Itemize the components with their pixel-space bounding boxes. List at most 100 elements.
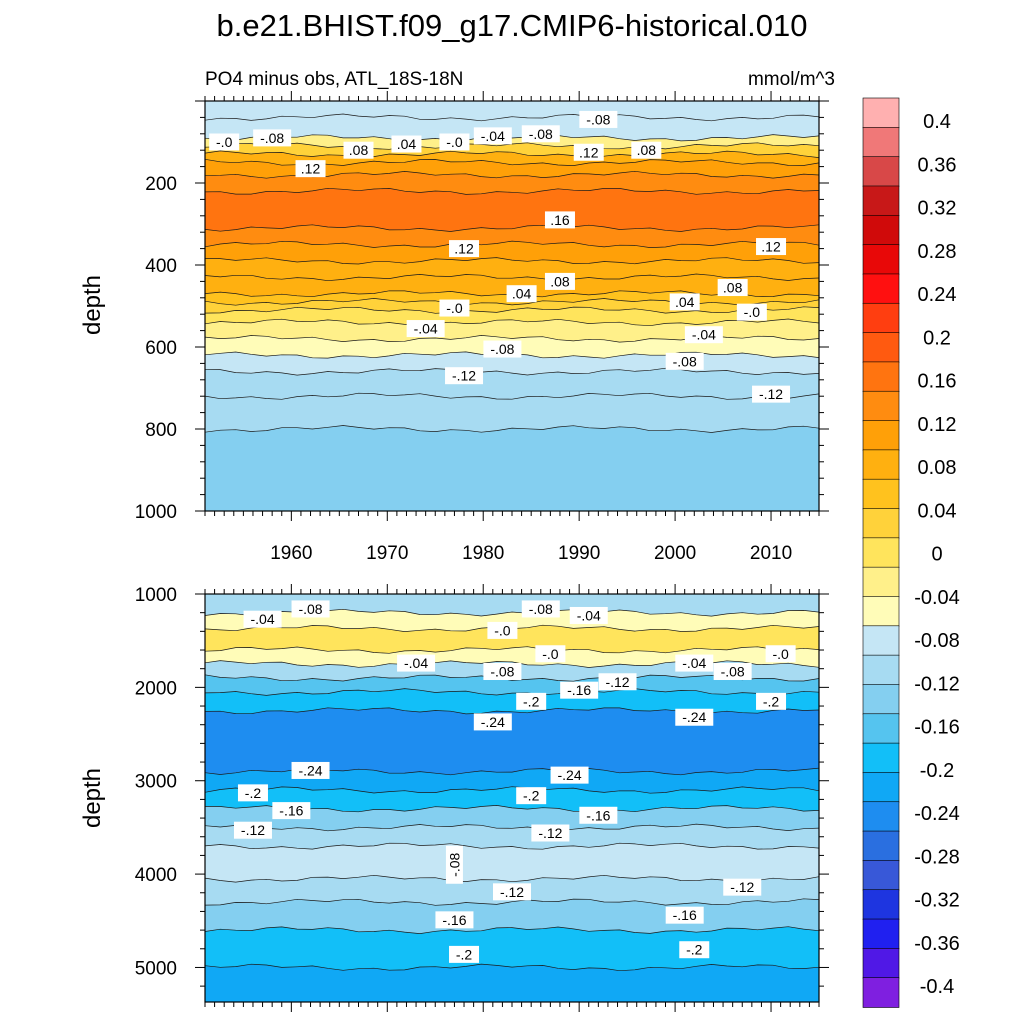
contour-label-text: .12: [454, 241, 474, 257]
contour-line: [205, 306, 819, 314]
field-band: [205, 609, 819, 632]
contour-label-text: -.04: [577, 607, 601, 623]
x-tick-label: 1960: [270, 543, 312, 564]
x-tick-label: 1990: [558, 543, 600, 564]
contour-label: -.08: [253, 129, 292, 147]
field-band: [205, 768, 819, 794]
colorbar-swatch: [862, 185, 900, 217]
contour-label: -.16: [665, 906, 704, 924]
colorbar-swatch: [862, 156, 900, 187]
contour-label-text: -.12: [500, 884, 524, 900]
contour-label-text: -.2: [456, 946, 473, 962]
colorbar-swatch: [862, 742, 900, 774]
contour-label: -.12: [723, 878, 762, 896]
y-tick-label: 1000: [135, 502, 177, 523]
contour-label: .12: [573, 143, 604, 161]
colorbar-tick-label: 0.36: [918, 154, 957, 176]
contour-label: -.2: [679, 941, 710, 959]
contour-label-text: -.2: [245, 785, 262, 801]
contour-line: [205, 660, 819, 668]
contour-label-text: -.04: [682, 655, 706, 671]
contour-label: .12: [756, 238, 787, 256]
colorbar-swatch: [862, 420, 900, 451]
contour-label: -.16: [272, 802, 311, 820]
colorbar-swatch: [862, 302, 900, 334]
contour-label-text: -.08: [529, 601, 553, 617]
contour-label-text: -.2: [523, 788, 540, 804]
field-band: [205, 625, 819, 654]
contour-label-text: -.16: [567, 682, 591, 698]
contour-label-text: .04: [512, 286, 532, 302]
contour-label-text: .08: [637, 142, 657, 158]
field-band: [205, 425, 819, 511]
field-band: [205, 188, 819, 232]
contour-label: -.08: [665, 352, 704, 370]
colorbar-tick-label: 0.24: [918, 284, 957, 306]
field-band: [205, 368, 819, 400]
contour-line: [205, 963, 819, 972]
contour-line: [205, 425, 819, 433]
contour-line: [205, 898, 819, 906]
field-band: [205, 298, 819, 314]
colorbar-tick-label: 0.28: [918, 241, 957, 263]
colorbar-swatch: [862, 244, 900, 275]
contour-line: [205, 786, 819, 794]
colorbar-swatch: [862, 948, 900, 979]
contour-label-text: -.12: [605, 674, 629, 690]
contour-label: .12: [449, 240, 480, 258]
contour-line: [205, 224, 819, 232]
contour-label: -.04: [473, 127, 512, 145]
colorbar-tick-label: -0.08: [914, 630, 960, 652]
field-band: [205, 150, 819, 166]
colorbar-tick-label: -0.36: [914, 933, 960, 955]
contour-label: -.04: [406, 320, 445, 338]
colorbar-tick-label: 0.08: [918, 457, 957, 479]
colorbar-tick-label: -0.16: [914, 717, 960, 739]
contour-line: [205, 187, 819, 195]
field-band: [205, 688, 819, 714]
contour-label: -.08: [483, 662, 522, 680]
contour-label: -.16: [560, 681, 599, 699]
contour-label: -.0: [439, 299, 470, 317]
contour-label: .04: [391, 135, 422, 153]
colorbar-tick-label: 0.32: [918, 198, 957, 220]
contour-line: [205, 273, 819, 282]
contour-label: -.12: [493, 883, 531, 901]
colorbar-tick-label: -0.2: [920, 760, 954, 782]
y-tick-label: 5000: [135, 958, 177, 979]
contour-label: .08: [717, 279, 748, 297]
contour-label: -.0: [765, 645, 796, 663]
field-band: [205, 707, 819, 775]
contour-line: [205, 134, 819, 142]
contour-label: -.12: [531, 824, 570, 842]
x-tick-label: 1980: [462, 543, 504, 564]
field-band: [205, 306, 819, 326]
contour-line: [205, 142, 819, 150]
contour-label: -.0: [736, 303, 767, 321]
contour-label: -.2: [449, 945, 480, 963]
contour-label-text: -.24: [298, 762, 322, 778]
contour-label-text: -.12: [241, 822, 265, 838]
contour-label: -.0: [439, 133, 470, 151]
contour-line: [205, 367, 819, 376]
colorbar-swatch: [862, 390, 900, 422]
contour-label-text: .16: [550, 212, 570, 228]
colorbar-tick-label: -0.4: [920, 976, 954, 998]
contour-label-text: -.08: [260, 130, 284, 146]
contour-label: -.08: [291, 600, 330, 618]
y-tick-label: 1000: [135, 585, 177, 606]
contour-label-text: -.0: [216, 134, 233, 150]
contour-label-text: -.24: [682, 709, 706, 725]
contour-label-text: -.12: [538, 825, 562, 841]
field-band: [205, 319, 819, 343]
field-band: [205, 786, 819, 812]
colorbar-swatch: [862, 860, 900, 891]
contour-line: [205, 926, 819, 934]
y-tick-label: 200: [145, 174, 177, 195]
contour-label-text: -.0: [772, 646, 789, 662]
colorbar-swatch: [862, 654, 900, 686]
colorbar-swatch: [862, 684, 900, 715]
contour-label: -.08: [713, 662, 752, 680]
contour-label-text: .04: [675, 294, 695, 310]
colorbar-swatch: [862, 977, 900, 1008]
